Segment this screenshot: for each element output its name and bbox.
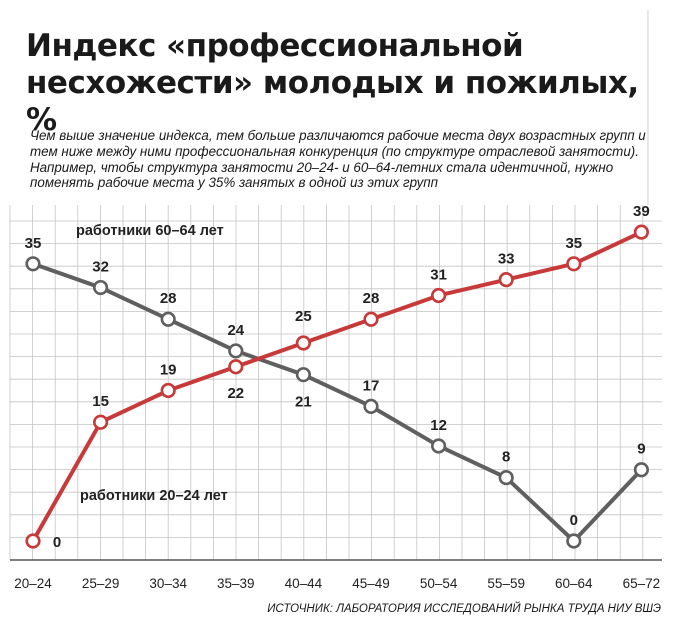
data-point [363,398,379,414]
x-tick-label: 25–29 [82,576,120,591]
x-tick-label: 40–44 [285,576,323,591]
series-points [25,224,650,549]
data-point [431,287,447,304]
series-name-label: работники 20–24 лет [80,488,228,504]
data-point [295,335,312,351]
data-label: 25 [295,308,312,325]
series-name-label: работники 60–64 лет [76,223,224,239]
data-label: 19 [160,362,177,379]
data-point [228,359,244,375]
x-tick-label: 20–24 [14,576,52,591]
x-tick-label: 60–64 [555,576,593,591]
data-point [295,367,312,383]
data-label: 24 [227,322,244,339]
grid [9,10,662,561]
data-label: 0 [570,512,578,529]
data-point [363,311,379,327]
data-point [566,256,582,272]
data-label: 28 [363,290,380,307]
data-label: 22 [227,385,244,402]
data-label: 8 [502,449,510,466]
data-label: 15 [92,393,109,410]
data-point [160,382,176,399]
data-label: 32 [92,259,109,276]
data-label: 9 [637,441,645,458]
data-point [228,343,244,359]
data-point [498,272,514,288]
data-label: 28 [160,290,177,307]
series-names: работники 60–64 лет работники 20–24 лет [76,223,228,504]
data-point [633,224,650,240]
series-lines [31,230,643,543]
x-tick-label: 35–39 [217,576,255,591]
data-point [633,462,650,478]
series-line [31,230,643,542]
source-note: ИСТОЧНИК: ЛАБОРАТОРИЯ ИССЛЕДОВАНИЙ РЫНКА… [267,603,661,615]
data-point [431,438,447,454]
data-label: 31 [430,266,447,283]
data-point [498,470,514,486]
x-tick-label: 55–59 [487,576,525,591]
chart-title: Индекс «профессиональной несхожести» мол… [26,28,639,138]
data-labels: 35 32 28 24 21 17 12 8 0 9 0 15 19 22 25 28 31 33 35 39 [25,203,650,551]
data-label: 0 [53,534,61,551]
x-tick-label: 30–34 [149,576,187,591]
series-line [32,261,643,543]
x-axis-ticks: 20–24 25–29 30–34 35–39 40–44 45–49 50–54 55–59… [14,576,660,591]
data-point [25,256,41,272]
data-label: 12 [430,417,447,434]
data-point [566,533,582,549]
x-tick-label: 45–49 [352,576,390,591]
data-label: 35 [25,235,42,252]
data-point [92,414,109,430]
data-point [160,311,176,327]
data-label: 35 [565,235,582,252]
chart-subtitle: Чем выше значение индекса, тем больше ра… [30,128,646,191]
x-tick-label: 50–54 [420,576,458,591]
data-label: 21 [295,394,312,411]
data-label: 33 [498,251,515,268]
data-label: 17 [363,377,380,394]
data-label: 39 [633,203,650,220]
data-point [25,533,41,549]
data-point [92,279,109,296]
x-tick-label: 65–72 [623,576,661,591]
